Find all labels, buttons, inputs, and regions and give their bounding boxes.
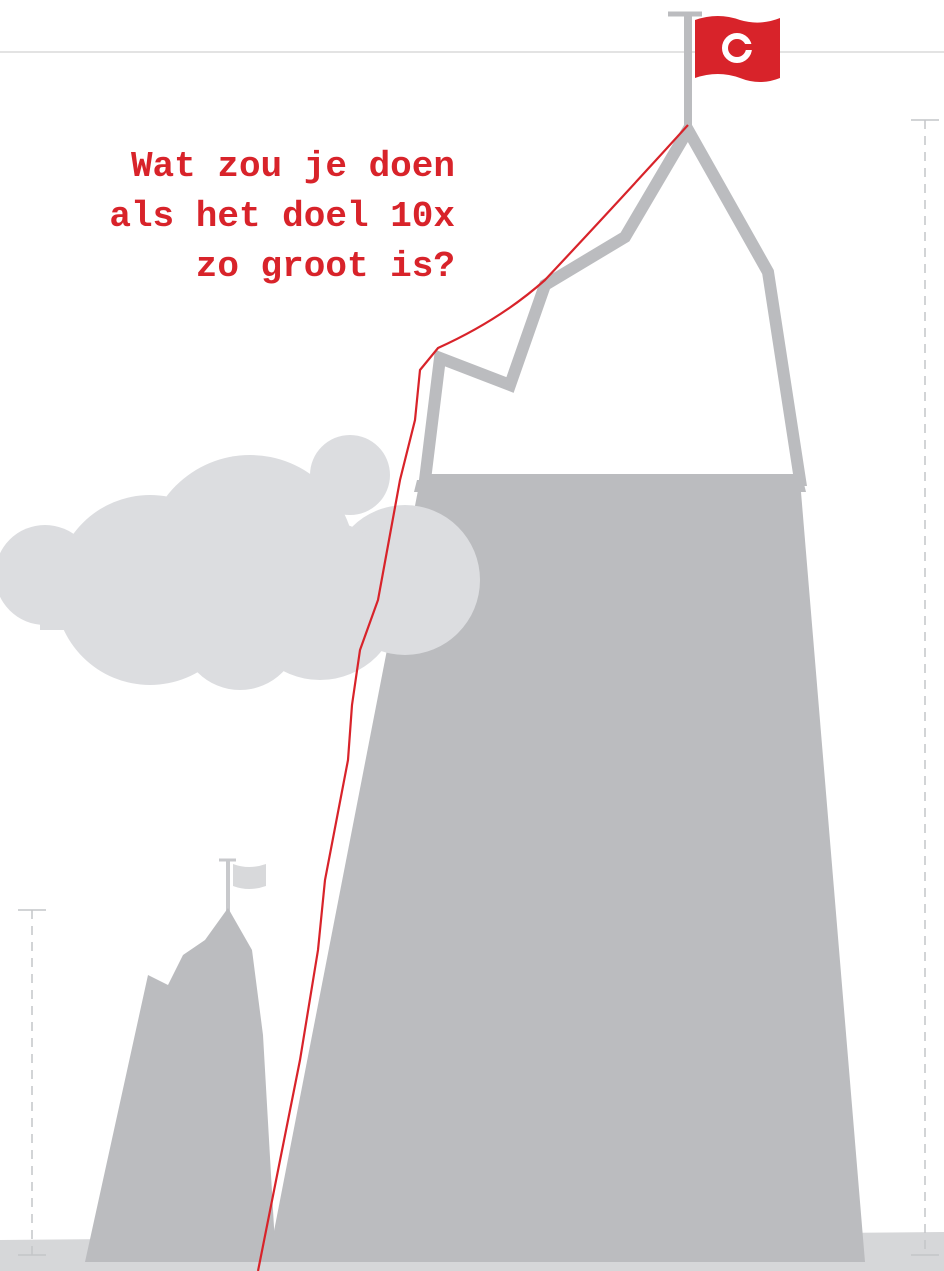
headline: Wat zou je doen als het doel 10x zo groo… <box>109 146 455 287</box>
illustration: Wat zou je doen als het doel 10x zo groo… <box>0 0 944 1271</box>
headline-line: Wat zou je doen <box>131 146 455 187</box>
cloud <box>0 435 480 690</box>
page: {"headline": {"lines": ["Wat zou je doen… <box>0 0 944 1271</box>
headline-line: zo groot is? <box>196 246 455 287</box>
big-mountain <box>268 130 865 1262</box>
headline-line: als het doel 10x <box>109 196 455 237</box>
summit-flag <box>668 14 780 126</box>
small-mountain <box>85 860 276 1262</box>
